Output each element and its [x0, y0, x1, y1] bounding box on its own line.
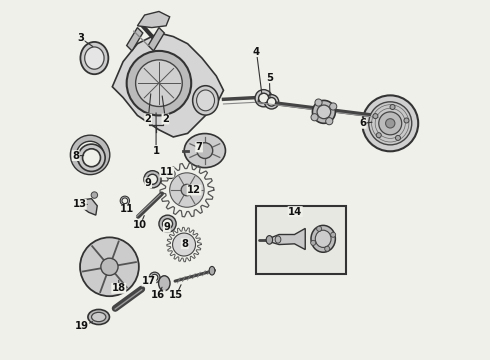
- Text: 2: 2: [162, 114, 169, 124]
- Circle shape: [330, 103, 337, 110]
- Text: 2: 2: [145, 114, 151, 124]
- Polygon shape: [83, 199, 97, 215]
- Text: 11: 11: [160, 167, 174, 177]
- Circle shape: [78, 144, 105, 171]
- Ellipse shape: [88, 310, 109, 324]
- Ellipse shape: [184, 134, 225, 168]
- Ellipse shape: [92, 312, 106, 321]
- Polygon shape: [112, 33, 223, 137]
- Circle shape: [197, 143, 213, 158]
- Circle shape: [149, 272, 160, 283]
- FancyBboxPatch shape: [256, 206, 346, 274]
- Ellipse shape: [193, 86, 219, 115]
- Circle shape: [373, 114, 378, 118]
- Text: 6: 6: [359, 118, 366, 128]
- Ellipse shape: [209, 266, 215, 275]
- Circle shape: [313, 100, 335, 123]
- Circle shape: [317, 226, 321, 231]
- Ellipse shape: [159, 276, 170, 291]
- Circle shape: [91, 192, 98, 198]
- Text: 12: 12: [187, 185, 201, 195]
- Polygon shape: [126, 28, 143, 51]
- Text: 19: 19: [75, 321, 89, 331]
- Circle shape: [80, 237, 139, 296]
- Text: 4: 4: [253, 46, 260, 57]
- Circle shape: [159, 215, 176, 232]
- Circle shape: [386, 119, 395, 128]
- Circle shape: [82, 149, 100, 167]
- Ellipse shape: [315, 230, 331, 247]
- Ellipse shape: [266, 235, 272, 244]
- Polygon shape: [148, 28, 164, 51]
- Circle shape: [168, 171, 173, 177]
- Text: 8: 8: [181, 239, 188, 249]
- Text: 9: 9: [145, 178, 151, 188]
- Circle shape: [259, 93, 269, 103]
- Circle shape: [101, 258, 118, 275]
- Circle shape: [172, 233, 196, 256]
- Ellipse shape: [311, 225, 335, 252]
- Circle shape: [317, 105, 331, 119]
- Text: 13: 13: [73, 199, 86, 210]
- Text: 9: 9: [163, 222, 170, 232]
- Circle shape: [76, 141, 104, 168]
- Text: 3: 3: [77, 33, 84, 43]
- Circle shape: [163, 219, 172, 229]
- Circle shape: [326, 118, 333, 125]
- Ellipse shape: [275, 236, 281, 243]
- Ellipse shape: [85, 47, 104, 69]
- Ellipse shape: [196, 90, 215, 111]
- Circle shape: [325, 246, 330, 251]
- Text: 5: 5: [266, 73, 273, 83]
- Circle shape: [122, 198, 128, 204]
- Text: 11: 11: [120, 204, 134, 215]
- Circle shape: [404, 118, 409, 123]
- Circle shape: [390, 104, 395, 109]
- Circle shape: [126, 51, 191, 116]
- Text: 16: 16: [151, 291, 165, 301]
- Circle shape: [368, 102, 412, 145]
- Circle shape: [395, 135, 400, 140]
- Text: 1: 1: [152, 145, 160, 156]
- Circle shape: [120, 196, 129, 206]
- Polygon shape: [137, 12, 170, 28]
- Circle shape: [311, 114, 318, 121]
- Circle shape: [315, 99, 322, 106]
- Circle shape: [71, 135, 110, 175]
- Circle shape: [362, 95, 418, 151]
- Polygon shape: [265, 228, 305, 249]
- Text: 17: 17: [142, 276, 156, 286]
- Circle shape: [166, 169, 175, 179]
- Circle shape: [170, 173, 204, 207]
- Circle shape: [376, 133, 381, 138]
- Text: 15: 15: [169, 291, 183, 301]
- Circle shape: [379, 112, 402, 135]
- Circle shape: [265, 95, 279, 109]
- Circle shape: [136, 60, 182, 107]
- Ellipse shape: [80, 42, 108, 74]
- Text: 8: 8: [72, 150, 79, 161]
- Circle shape: [331, 232, 336, 237]
- Text: 18: 18: [112, 283, 126, 293]
- Circle shape: [267, 98, 276, 106]
- Circle shape: [147, 174, 157, 184]
- Circle shape: [144, 171, 161, 188]
- Text: 14: 14: [288, 207, 302, 217]
- Circle shape: [255, 90, 272, 107]
- Text: 7: 7: [196, 142, 202, 152]
- Circle shape: [311, 240, 316, 246]
- Circle shape: [151, 274, 158, 281]
- Circle shape: [181, 184, 193, 196]
- Text: 10: 10: [133, 220, 147, 230]
